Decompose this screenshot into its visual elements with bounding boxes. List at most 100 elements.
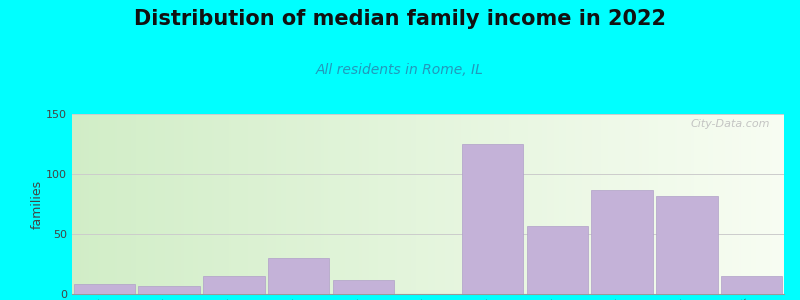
Bar [423, 114, 426, 294]
Bar [295, 114, 298, 294]
Bar [354, 114, 357, 294]
Bar [305, 114, 307, 294]
Bar [307, 114, 310, 294]
Bar [511, 114, 514, 294]
Bar [558, 114, 561, 294]
Bar [518, 114, 521, 294]
Bar [323, 114, 326, 294]
Bar [694, 114, 696, 294]
Bar [414, 114, 416, 294]
Bar [138, 286, 200, 294]
Bar [268, 258, 330, 294]
Bar [82, 114, 84, 294]
Bar [642, 114, 644, 294]
Bar [283, 114, 286, 294]
Bar [535, 114, 537, 294]
Bar [406, 114, 409, 294]
Bar [691, 114, 694, 294]
Bar [578, 114, 580, 294]
Bar [74, 114, 77, 294]
Bar [107, 114, 110, 294]
Bar [492, 114, 494, 294]
Bar [74, 284, 135, 294]
Bar [675, 114, 677, 294]
Bar [366, 114, 369, 294]
Bar [352, 114, 354, 294]
Bar [276, 114, 278, 294]
Bar [183, 114, 186, 294]
Bar [214, 114, 217, 294]
Bar [181, 114, 183, 294]
Bar [293, 114, 295, 294]
Bar [141, 114, 143, 294]
Bar [487, 114, 490, 294]
Bar [394, 114, 397, 294]
Bar [656, 114, 658, 294]
Bar [521, 114, 523, 294]
Bar [637, 114, 639, 294]
Bar [248, 114, 250, 294]
Bar [386, 114, 388, 294]
Bar [155, 114, 158, 294]
Bar [597, 114, 599, 294]
Bar [459, 114, 462, 294]
Bar [440, 114, 442, 294]
Bar [150, 114, 153, 294]
Bar [450, 114, 452, 294]
Bar [651, 114, 654, 294]
Bar [290, 114, 293, 294]
Bar [378, 114, 381, 294]
Bar [411, 114, 414, 294]
Bar [504, 114, 506, 294]
Bar [670, 114, 673, 294]
Bar [246, 114, 248, 294]
Bar [658, 114, 661, 294]
Bar [266, 114, 269, 294]
Bar [544, 114, 546, 294]
Bar [750, 114, 753, 294]
Bar [117, 114, 119, 294]
Bar [698, 114, 701, 294]
Bar [238, 114, 241, 294]
Bar [485, 114, 487, 294]
Bar [646, 114, 649, 294]
Bar [98, 114, 101, 294]
Bar [103, 114, 106, 294]
Bar [404, 114, 406, 294]
Bar [546, 114, 549, 294]
Bar [622, 114, 625, 294]
Bar [554, 114, 556, 294]
Bar [390, 114, 393, 294]
Bar [174, 114, 177, 294]
Bar [226, 114, 229, 294]
Bar [288, 114, 290, 294]
Bar [462, 114, 464, 294]
Bar [464, 114, 466, 294]
Bar [190, 114, 193, 294]
Bar [338, 114, 340, 294]
Bar [480, 114, 482, 294]
Bar [475, 114, 478, 294]
Bar [252, 114, 254, 294]
Bar [399, 114, 402, 294]
Bar [537, 114, 539, 294]
Bar [744, 114, 746, 294]
Bar [376, 114, 378, 294]
Bar [143, 114, 146, 294]
Bar [556, 114, 558, 294]
Bar [566, 114, 568, 294]
Bar [195, 114, 198, 294]
Bar [243, 114, 246, 294]
Bar [409, 114, 411, 294]
Bar [217, 114, 219, 294]
Bar [312, 114, 314, 294]
Bar [749, 114, 750, 294]
Bar [539, 114, 542, 294]
Text: All residents in Rome, IL: All residents in Rome, IL [316, 63, 484, 77]
Bar [250, 114, 252, 294]
Bar [278, 114, 281, 294]
Bar [416, 114, 418, 294]
Bar [585, 114, 587, 294]
Bar [661, 114, 663, 294]
Bar [602, 114, 604, 294]
